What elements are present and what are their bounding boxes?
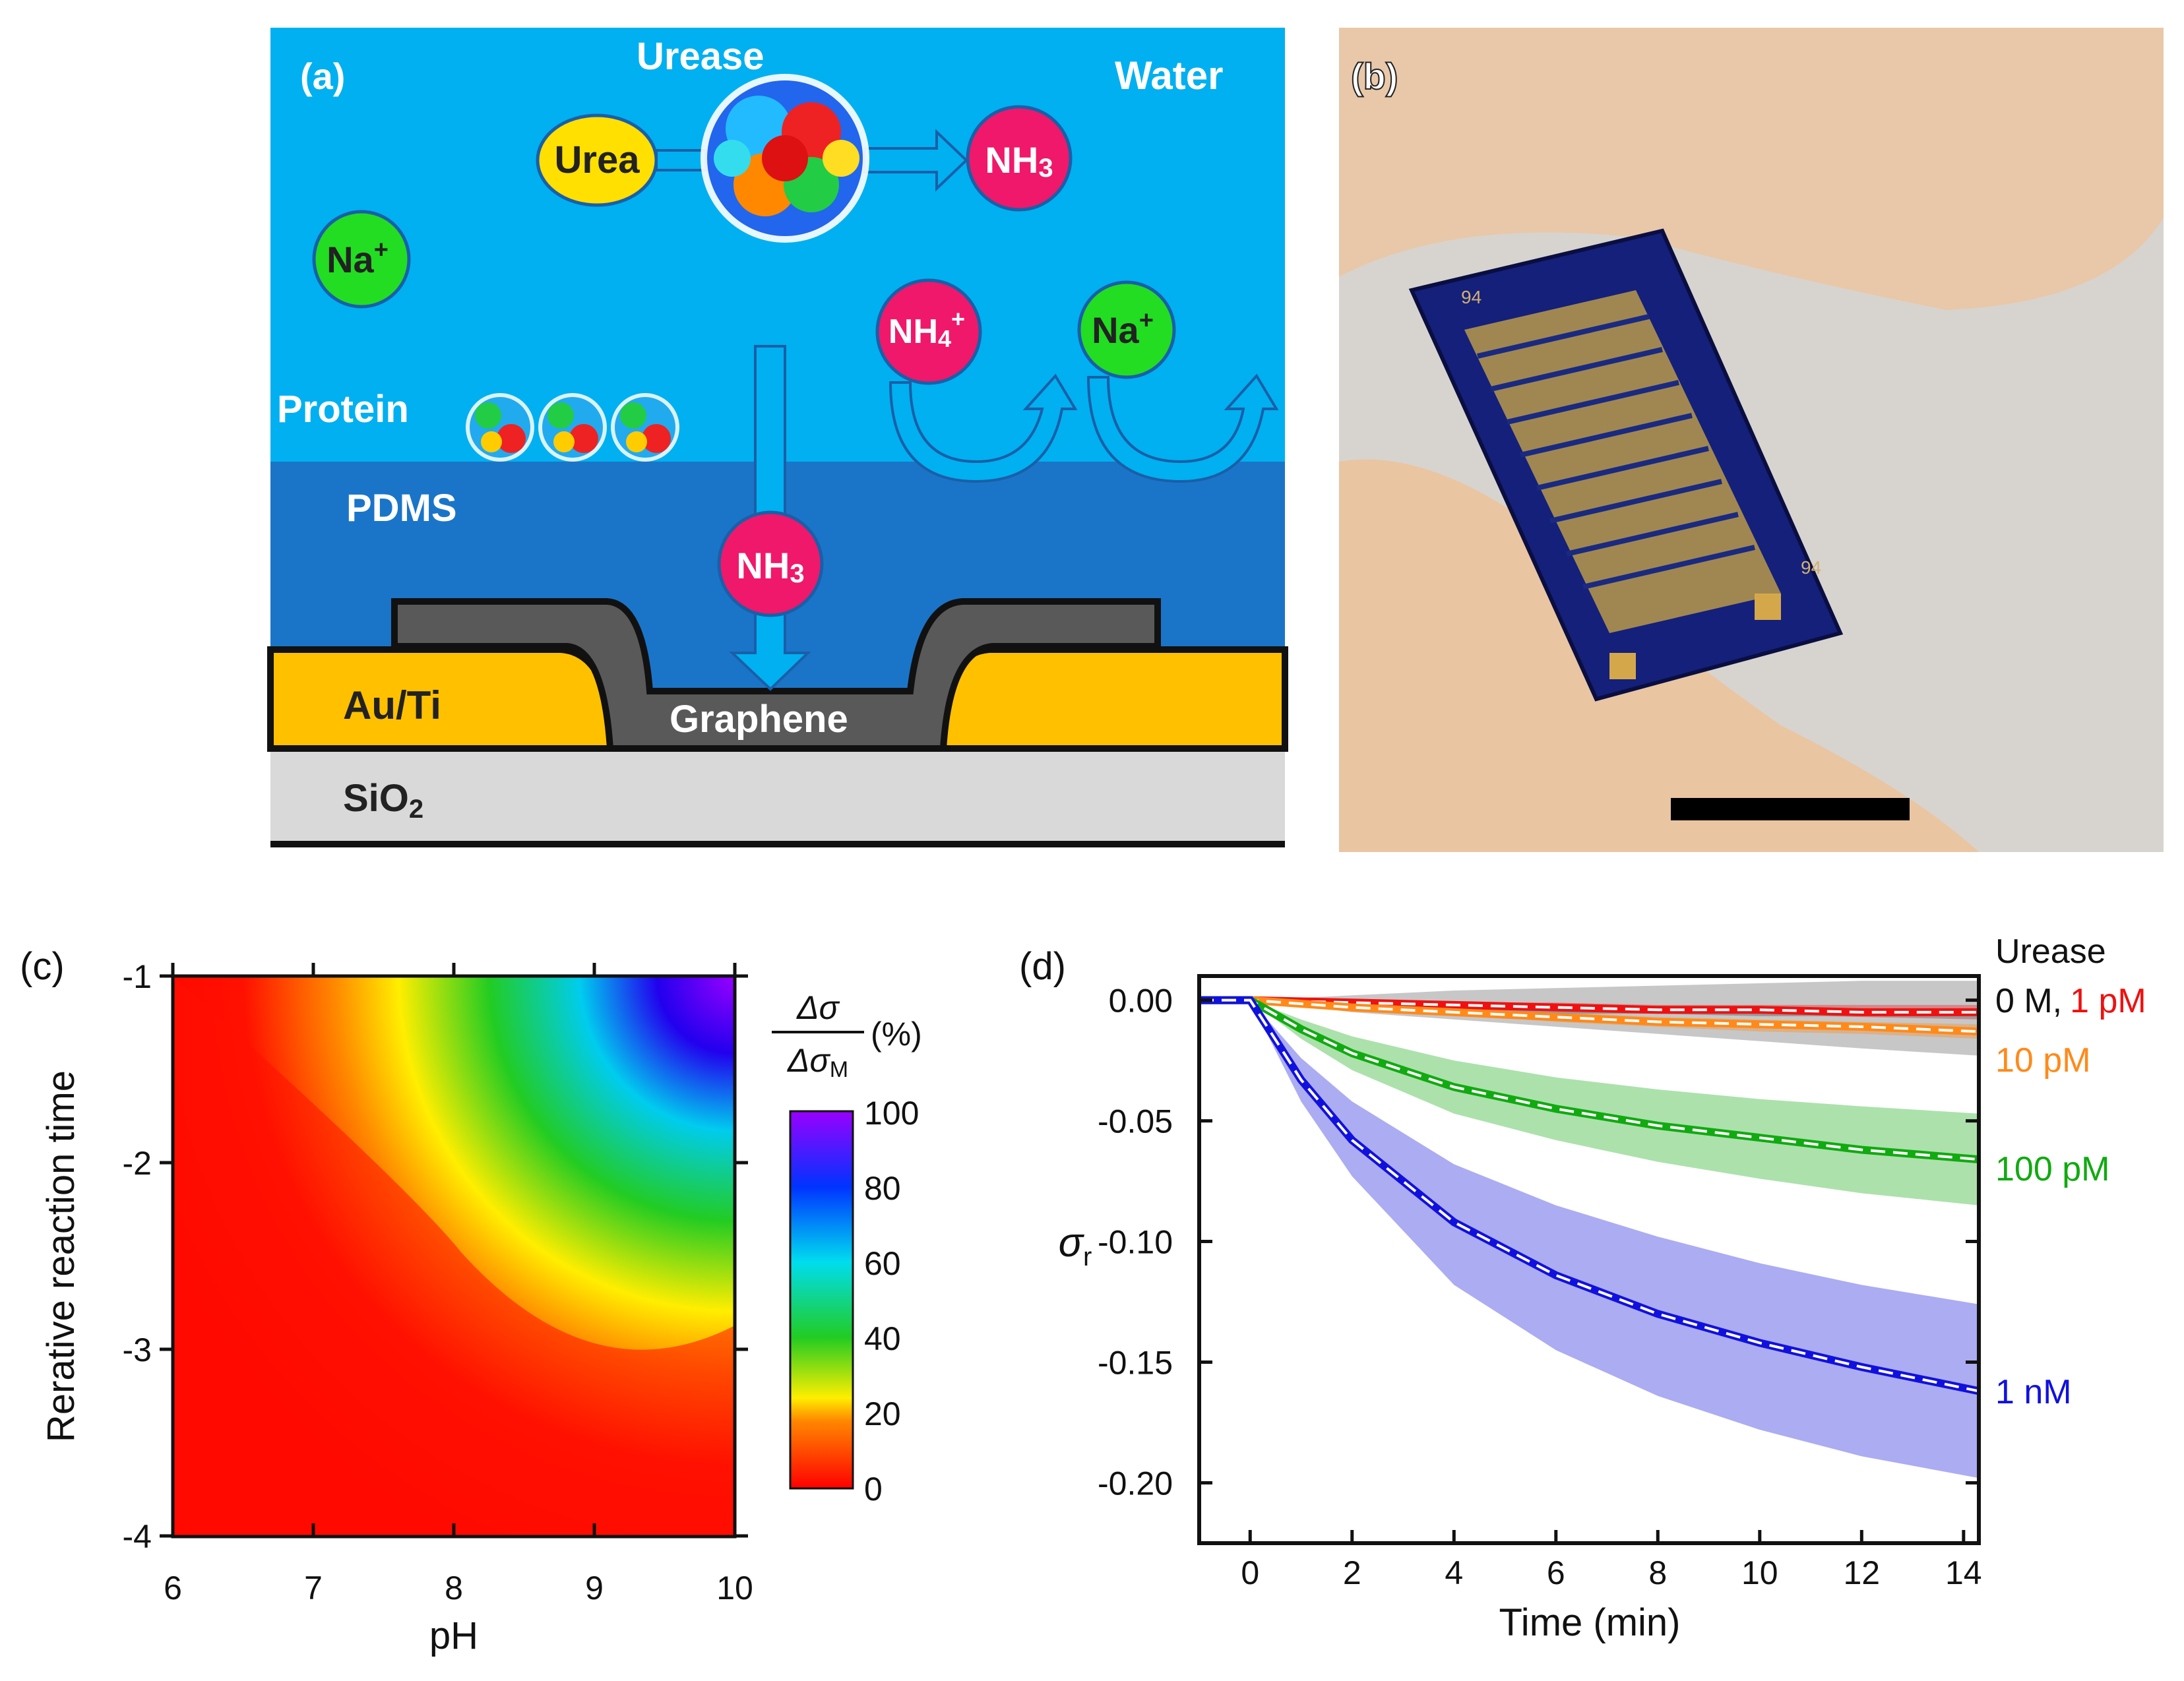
heatmap-x-ticklabels: 6 7 8 9 10 bbox=[164, 1570, 753, 1606]
y-tick-minus3: -3 bbox=[123, 1331, 152, 1368]
d-xtick-label-3: 6 bbox=[1547, 1554, 1565, 1591]
protein-label: Protein bbox=[277, 388, 409, 431]
heatmap-field bbox=[173, 976, 735, 1537]
panel-d-label: (d) bbox=[1019, 945, 1066, 988]
x-tick-9: 9 bbox=[585, 1570, 604, 1606]
line-plot-ylabel: σr bbox=[1059, 1220, 1092, 1271]
urea-label: Urea bbox=[555, 138, 640, 181]
band-1-nM bbox=[1199, 1000, 1979, 1479]
graphene-channel bbox=[391, 598, 1161, 752]
d-xtick-label-1: 2 bbox=[1343, 1554, 1361, 1591]
scale-bar bbox=[1671, 798, 1910, 820]
gold-electrode-left bbox=[267, 646, 617, 752]
d-ytick-label-0: 0.00 bbox=[1109, 983, 1173, 1020]
x-tick-10: 10 bbox=[716, 1570, 753, 1606]
cb-tick-20: 20 bbox=[864, 1395, 901, 1432]
panel-a-label: (a) bbox=[300, 55, 345, 97]
water-label: Water bbox=[1115, 53, 1223, 98]
colorbar-title-num: Δσ bbox=[796, 989, 840, 1026]
na-right-label: Na+ bbox=[1092, 307, 1154, 351]
legend-100pm: 100 pM bbox=[1995, 1150, 2109, 1188]
band-100-pM bbox=[1199, 1000, 1979, 1206]
chip-marking-2: 94 bbox=[1801, 557, 1821, 578]
nh4-exchange-arrow bbox=[889, 373, 1078, 483]
auti-label: Au/Ti bbox=[343, 683, 441, 727]
gold-electrode-right bbox=[933, 646, 1288, 752]
urease-label: Urease bbox=[637, 35, 764, 78]
y-tick-minus2: -2 bbox=[123, 1145, 152, 1182]
line-plot-frame bbox=[1197, 974, 1981, 1545]
protein-molecules bbox=[466, 393, 679, 462]
y-tick-minus1: -1 bbox=[123, 958, 152, 995]
x-tick-8: 8 bbox=[445, 1570, 463, 1606]
d-ytick-label-2: -0.10 bbox=[1098, 1224, 1173, 1261]
d-xtick-label-7: 14 bbox=[1945, 1554, 1982, 1591]
nh3-top-label: NH3 bbox=[985, 139, 1053, 183]
reaction-arrow-2 bbox=[863, 129, 968, 192]
d-xtick-label-5: 10 bbox=[1741, 1554, 1778, 1591]
colorbar-title-den: ΔσM bbox=[787, 1042, 848, 1082]
colorbar-unit: (%) bbox=[871, 1016, 922, 1053]
na-exchange-arrow bbox=[1086, 373, 1279, 483]
sio2-layer bbox=[270, 749, 1285, 841]
x-tick-6: 6 bbox=[164, 1570, 182, 1606]
na-left-label: Na+ bbox=[327, 236, 389, 280]
fit-line-100-pM bbox=[1199, 998, 1980, 1161]
d-xtick-label-0: 0 bbox=[1241, 1554, 1259, 1591]
legend-0m-1pm: 0 M, 1 pM bbox=[1995, 982, 2146, 1020]
fit-line-10-pM bbox=[1199, 998, 1980, 1033]
na-ion-right bbox=[1077, 280, 1176, 379]
reaction-arrow-1 bbox=[655, 149, 707, 171]
na-ion-left bbox=[312, 210, 411, 309]
sio2-label: SiO2 bbox=[343, 777, 423, 824]
cb-tick-100: 100 bbox=[864, 1095, 919, 1132]
colorbar-ticklabels: 100 80 60 40 20 0 bbox=[864, 1095, 919, 1508]
nh3-mid-label: NH3 bbox=[736, 545, 804, 588]
colorbar bbox=[789, 1110, 854, 1490]
line-plot-xlabel: Time (min) bbox=[1499, 1601, 1681, 1644]
fit-line-1-nM bbox=[1199, 998, 1980, 1393]
heatmap-ticks bbox=[160, 963, 748, 1538]
nh4-label: NH4+ bbox=[889, 305, 965, 352]
y-tick-minus4: -4 bbox=[123, 1518, 152, 1555]
fit-line-1-pM bbox=[1199, 998, 1979, 1014]
d-ytick-label-3: -0.15 bbox=[1098, 1345, 1173, 1382]
cb-tick-40: 40 bbox=[864, 1320, 901, 1357]
heatmap-ylabel: Rerative reaction time bbox=[40, 1070, 82, 1442]
legend-10pm: 10 pM bbox=[1995, 1041, 2091, 1080]
chip-marking-1: 94 bbox=[1461, 287, 1482, 307]
legend-title: Urease bbox=[1995, 932, 2106, 971]
pdms-label: PDMS bbox=[346, 487, 457, 530]
panel-b-label: (b) bbox=[1351, 55, 1398, 97]
nh3-product-ion bbox=[966, 105, 1073, 212]
d-ytick-label-4: -0.20 bbox=[1098, 1465, 1173, 1502]
x-tick-7: 7 bbox=[304, 1570, 323, 1606]
cb-tick-80: 80 bbox=[864, 1170, 901, 1207]
d-xtick-label-4: 8 bbox=[1648, 1554, 1667, 1591]
finger-top bbox=[1339, 28, 2164, 310]
d-ytick-label-1: -0.05 bbox=[1098, 1103, 1173, 1140]
d-xtick-label-2: 4 bbox=[1445, 1554, 1463, 1591]
heatmap-y-ticklabels: -1 -2 -3 -4 bbox=[123, 958, 152, 1555]
heatmap-xlabel: pH bbox=[429, 1614, 478, 1657]
d-xtick-label-6: 12 bbox=[1844, 1554, 1881, 1591]
line-plot bbox=[1199, 981, 1980, 1479]
urease-enzyme bbox=[701, 74, 869, 243]
legend-1nm: 1 nM bbox=[1995, 1373, 2072, 1411]
nh4-ion bbox=[875, 278, 982, 385]
graphene-label: Graphene bbox=[670, 698, 848, 741]
cb-tick-60: 60 bbox=[864, 1245, 901, 1282]
nh3-diffusing-ion bbox=[717, 510, 824, 617]
cb-tick-0: 0 bbox=[864, 1471, 883, 1508]
sensor-chip bbox=[1408, 228, 1844, 702]
line-plot-ticks: 0 2 4 6 8 10 12 14 0.00 -0.05 -0.10 -0.15 -0.20 bbox=[1098, 983, 1982, 1591]
panel-c-label: (c) bbox=[20, 945, 65, 988]
